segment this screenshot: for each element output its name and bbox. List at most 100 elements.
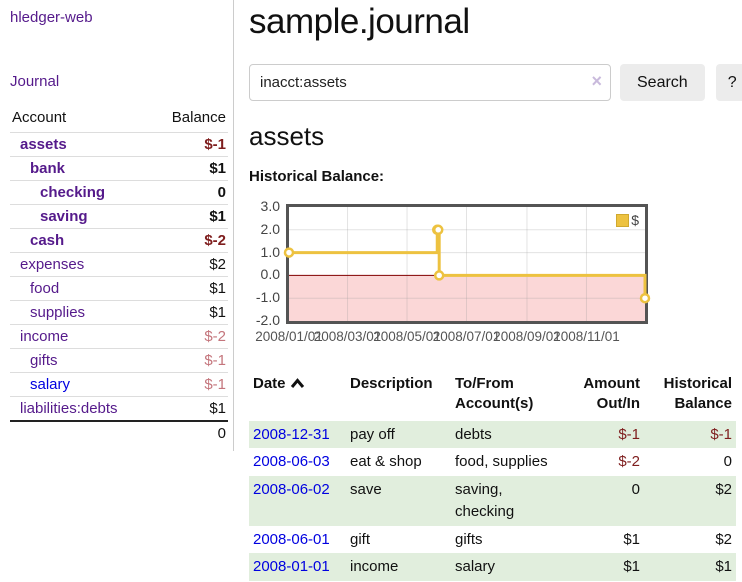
search-button[interactable]: Search xyxy=(620,64,705,101)
transactions-table: Date Description To/From Account(s) Amou… xyxy=(249,372,736,581)
y-axis-tick-label: 0.0 xyxy=(260,266,280,283)
account-row: expenses $2 xyxy=(10,252,228,277)
account-row: bank $1 xyxy=(10,156,228,181)
account-row: gifts $-1 xyxy=(10,348,228,373)
chart-legend: $ xyxy=(614,211,641,229)
nav-journal-link[interactable]: Journal xyxy=(10,73,60,90)
col-header-historical-balance: Historical Balance xyxy=(663,375,732,413)
transaction-date-link[interactable]: 2008-06-02 xyxy=(253,481,330,498)
main-content: sample.journal × Search ? assets Histori… xyxy=(234,0,742,581)
transaction-amount: $1 xyxy=(623,558,640,576)
col-header-date[interactable]: Date xyxy=(249,372,346,421)
transaction-date-link[interactable]: 2008-06-01 xyxy=(253,530,330,548)
account-balance: $1 xyxy=(152,156,228,181)
y-axis-tick-label: -2.0 xyxy=(255,312,280,328)
sidebar-account-link[interactable]: liabilities:debts xyxy=(20,400,118,417)
legend-swatch xyxy=(616,213,630,227)
sidebar-account-link[interactable]: salary xyxy=(30,376,71,393)
transaction-balance: $-1 xyxy=(710,425,732,443)
accounts-total-value: 0 xyxy=(10,420,228,445)
sidebar-account-link[interactable]: bank xyxy=(30,160,66,177)
historical-balance-chart: $ 3.0 2.0 1.0 0.0 -1.0 -2.0 2008/01/01 2008/03/… xyxy=(249,198,742,348)
transaction-accounts: saving, checking xyxy=(455,481,515,520)
transaction-balance: $2 xyxy=(715,481,732,498)
x-axis-tick-label: 2008/09/01 xyxy=(493,329,561,344)
transaction-accounts: gifts xyxy=(455,530,483,548)
transaction-row: 2008-12-31 pay off debts $-1 $-1 xyxy=(249,420,736,449)
accounts-total-row: 0 xyxy=(10,420,228,445)
sidebar-account-link[interactable]: checking xyxy=(40,184,106,201)
chart-title: Historical Balance: xyxy=(249,168,385,185)
x-axis-tick-label: 2008/05/01 xyxy=(373,329,441,344)
transaction-date-link[interactable]: 2008-12-31 xyxy=(253,425,330,443)
transaction-balance: $1 xyxy=(715,558,732,576)
sidebar-account-link[interactable]: expenses xyxy=(20,256,85,273)
y-axis-tick-label: 1.0 xyxy=(260,243,280,260)
account-balance: $1 xyxy=(152,276,228,301)
y-axis-tick-label: -1.0 xyxy=(255,289,280,306)
account-balance: $-2 xyxy=(152,324,228,349)
transaction-amount: 0 xyxy=(631,481,640,498)
sidebar: hledger-web Journal Account Balance asse… xyxy=(0,0,234,451)
accounts-header-account: Account xyxy=(12,109,67,126)
transaction-amount: $1 xyxy=(623,530,640,548)
transaction-amount: $-2 xyxy=(618,453,640,471)
search-input[interactable] xyxy=(249,64,611,101)
transaction-date-link[interactable]: 2008-06-03 xyxy=(253,453,330,471)
sidebar-account-link[interactable]: gifts xyxy=(30,352,58,369)
search-form: × Search ? xyxy=(249,64,742,101)
account-balance: $-1 xyxy=(152,348,228,373)
account-row: assets $-1 xyxy=(10,132,228,157)
legend-label: $ xyxy=(631,212,639,228)
transaction-row: 2008-01-01 income salary $1 $1 xyxy=(249,553,736,581)
sidebar-account-link[interactable]: food xyxy=(30,280,60,297)
clear-search-icon[interactable]: × xyxy=(591,71,602,91)
transaction-date-link[interactable]: 2008-01-01 xyxy=(253,558,330,576)
col-header-description: Description xyxy=(350,375,433,392)
sort-ascending-icon xyxy=(290,375,305,395)
sidebar-account-link[interactable]: income xyxy=(20,328,69,345)
transaction-accounts: salary xyxy=(455,558,496,576)
account-row: checking 0 xyxy=(10,180,228,205)
accounts-header-balance: Balance xyxy=(171,109,226,126)
account-row: cash $-2 xyxy=(10,228,228,253)
x-axis-tick-label: 2008/01/01 xyxy=(255,329,323,344)
account-row: food $1 xyxy=(10,276,228,301)
transaction-amount: $-1 xyxy=(618,425,640,443)
transaction-balance: $2 xyxy=(715,530,732,548)
transaction-row: 2008-06-02 save saving, checking 0 $2 xyxy=(249,476,736,526)
account-row: saving $1 xyxy=(10,204,228,229)
sidebar-account-link[interactable]: cash xyxy=(30,232,65,249)
transaction-accounts: debts xyxy=(455,425,492,443)
y-axis-tick-label: 2.0 xyxy=(260,220,280,237)
sidebar-account-link[interactable]: supplies xyxy=(30,304,86,321)
x-axis-tick-label: 2008/07/01 xyxy=(432,329,501,344)
account-balance: $2 xyxy=(152,252,228,277)
transaction-description: income xyxy=(350,558,399,576)
x-axis-tick-label: 2008/03/01 xyxy=(313,329,382,344)
account-heading: assets xyxy=(249,121,325,151)
transaction-balance: 0 xyxy=(723,453,732,471)
page-title: sample.journal xyxy=(249,2,470,41)
account-balance: $-1 xyxy=(152,132,228,157)
account-balance: $1 xyxy=(152,300,228,325)
account-row: salary $-1 xyxy=(10,372,228,397)
account-row: supplies $1 xyxy=(10,300,228,325)
account-row: income $-2 xyxy=(10,324,228,349)
sidebar-account-link[interactable]: assets xyxy=(20,136,67,153)
help-button[interactable]: ? xyxy=(715,64,742,101)
transaction-description: save xyxy=(350,481,382,498)
transaction-description: pay off xyxy=(350,425,395,443)
accounts-table: Account Balance assets $-1 bank $1 checking 0… xyxy=(10,105,228,445)
y-axis-tick-label: 3.0 xyxy=(260,198,280,214)
transaction-row: 2008-06-03 eat & shop food, supplies $-2 0 xyxy=(249,448,736,476)
col-header-tofrom-accounts: To/From Account(s) xyxy=(455,375,534,413)
app-title-link[interactable]: hledger-web xyxy=(10,9,93,26)
account-row: liabilities:debts $1 xyxy=(10,396,228,421)
col-header-amount-outin: Amount Out/In xyxy=(583,375,640,413)
account-balance: $1 xyxy=(152,204,228,229)
transaction-description: eat & shop xyxy=(350,453,422,471)
sidebar-account-link[interactable]: saving xyxy=(40,208,88,225)
x-axis-tick-label: 2008/11/01 xyxy=(553,329,620,344)
